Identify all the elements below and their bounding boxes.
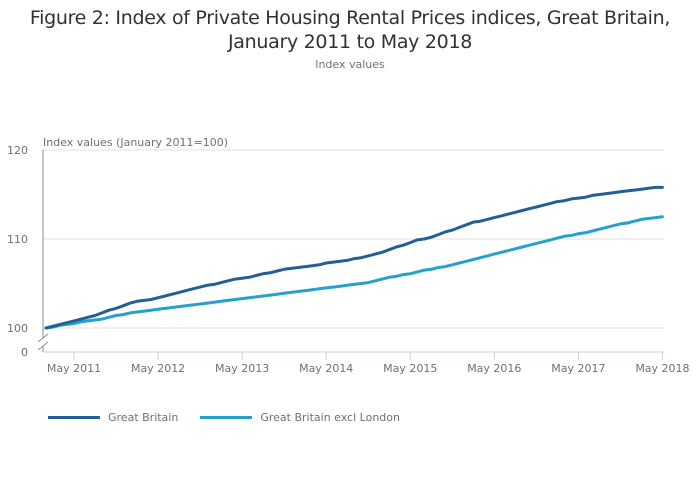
axis-break-mark — [37, 333, 49, 343]
y-tick-label: 120 — [7, 144, 28, 157]
y-axis-label: Index values (January 2011=100) — [43, 136, 228, 149]
x-tick-label: May 2017 — [551, 362, 605, 375]
x-axis-ticks: May 2011 May 2012 May 2013 May 2014 May 2015… — [47, 352, 690, 375]
legend-item-great-britain[interactable]: Great Britain — [48, 411, 178, 424]
legend-item-great-britain-excl-london[interactable]: Great Britain excl London — [200, 411, 400, 424]
x-tick-label: May 2014 — [299, 362, 353, 375]
chart-title-line-2: January 2011 to May 2018 — [227, 31, 473, 53]
axis-break-mark — [37, 341, 49, 351]
x-tick-label: May 2015 — [383, 362, 437, 375]
x-tick-label: May 2012 — [131, 362, 185, 375]
chart-title: Figure 2: Index of Private Housing Renta… — [0, 6, 700, 54]
series-line-great-britain-excl-london — [44, 215, 664, 330]
legend-swatch-great-britain-excl-london — [200, 415, 253, 419]
y-tick-label: 110 — [7, 233, 28, 246]
chart-title-line-1: Figure 2: Index of Private Housing Renta… — [29, 7, 671, 29]
legend-label: Great Britain excl London — [260, 410, 400, 424]
x-tick-label: May 2011 — [47, 362, 101, 375]
y-axis-ticks: 120 110 100 0 — [7, 144, 28, 359]
chart-subtitle: Index values — [315, 58, 385, 71]
series-lines — [44, 185, 664, 330]
y-tick-label: 0 — [21, 346, 28, 359]
legend-label: Great Britain — [108, 410, 179, 424]
x-tick-label: May 2013 — [215, 362, 269, 375]
series-line-great-britain — [44, 185, 664, 330]
gridlines — [43, 149, 664, 329]
legend: Great Britain Great Britain excl London — [48, 408, 422, 426]
x-tick-label: May 2018 — [635, 362, 689, 375]
legend-swatch-great-britain — [48, 415, 100, 419]
x-tick-label: May 2016 — [467, 362, 521, 375]
y-tick-label: 100 — [7, 322, 28, 335]
axes — [37, 150, 664, 353]
